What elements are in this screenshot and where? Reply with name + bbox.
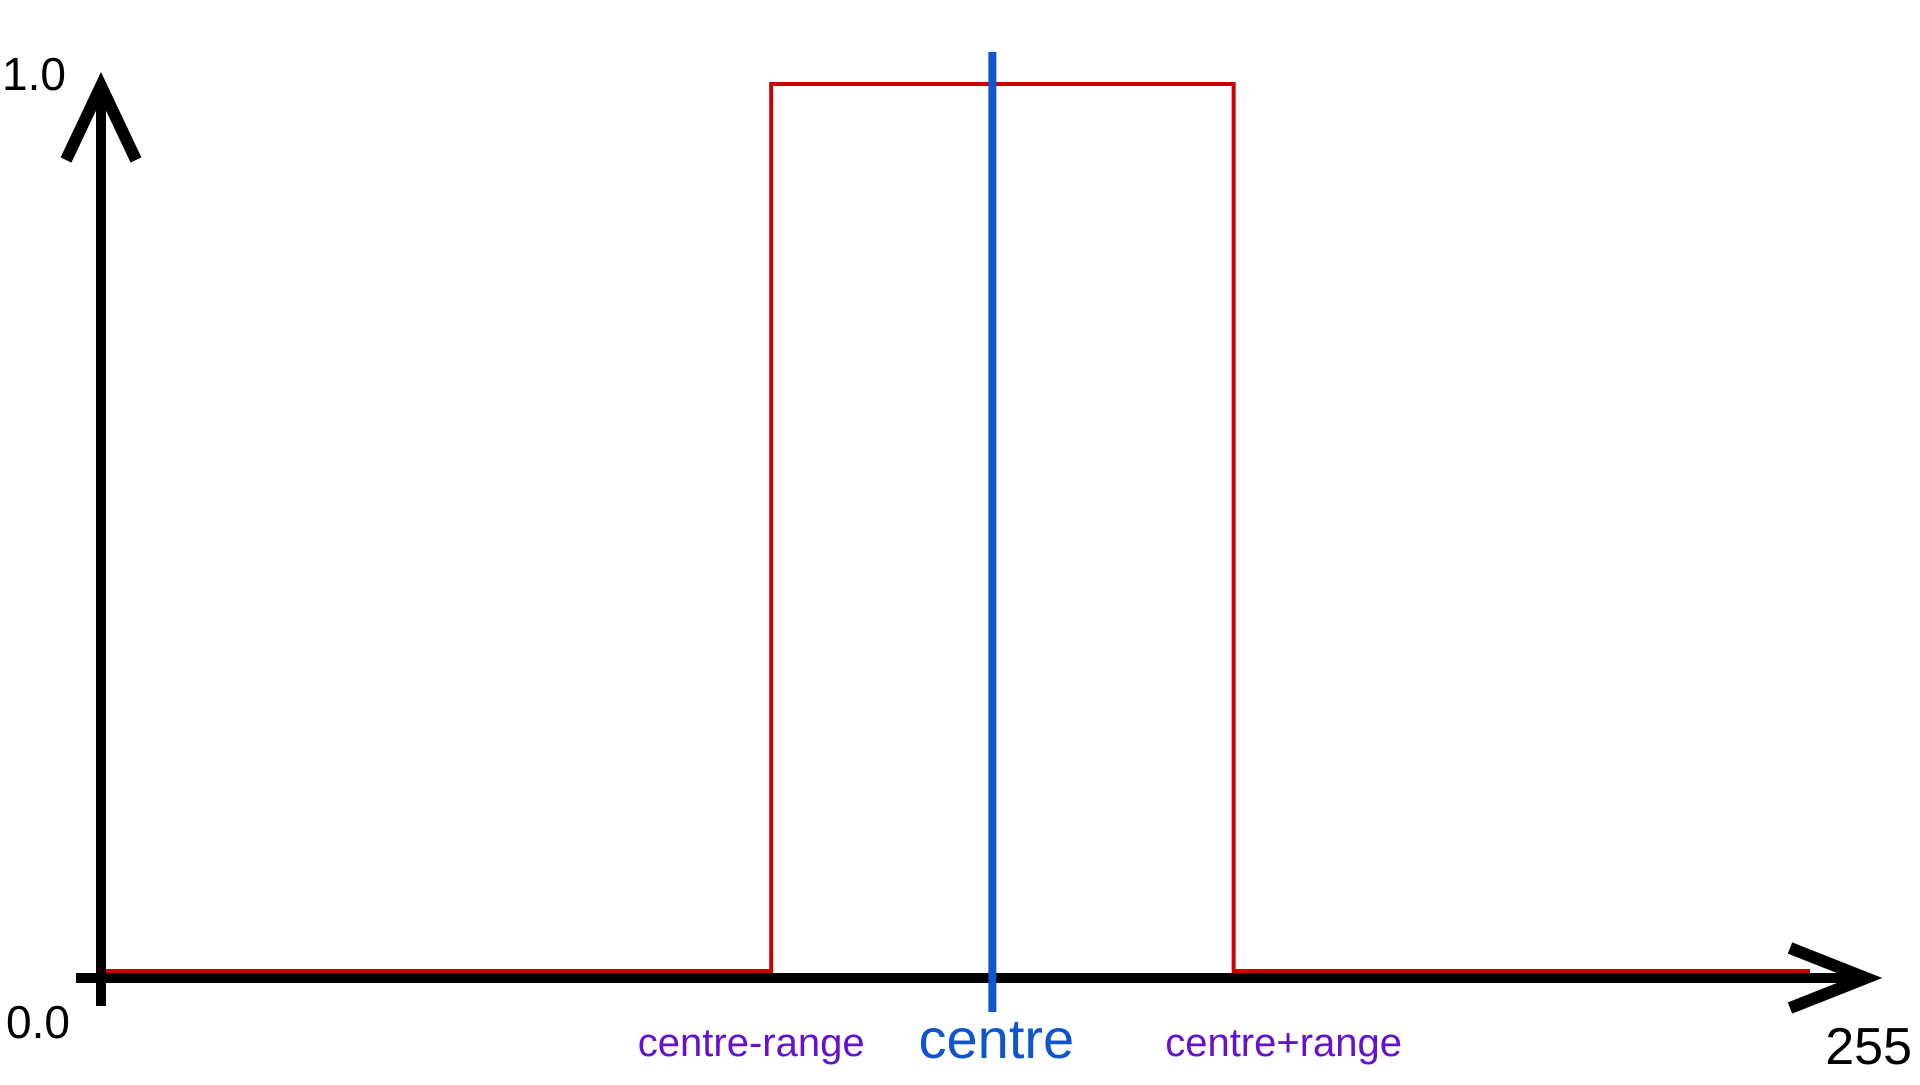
x-max-tick-label: 255: [1825, 1018, 1912, 1076]
x-axis-arrowhead: [1787, 942, 1883, 1014]
centre-plus-range-label: centre+range: [1165, 1021, 1402, 1065]
y-min-tick-label: 0.0: [6, 996, 70, 1048]
centre-minus-range-label: centre-range: [638, 1021, 865, 1065]
pulse-series-line: [101, 82, 1810, 973]
y-axis-arrowhead: [60, 71, 142, 163]
centre-label: centre: [919, 1007, 1075, 1070]
y-max-tick-label: 1.0: [2, 48, 66, 100]
